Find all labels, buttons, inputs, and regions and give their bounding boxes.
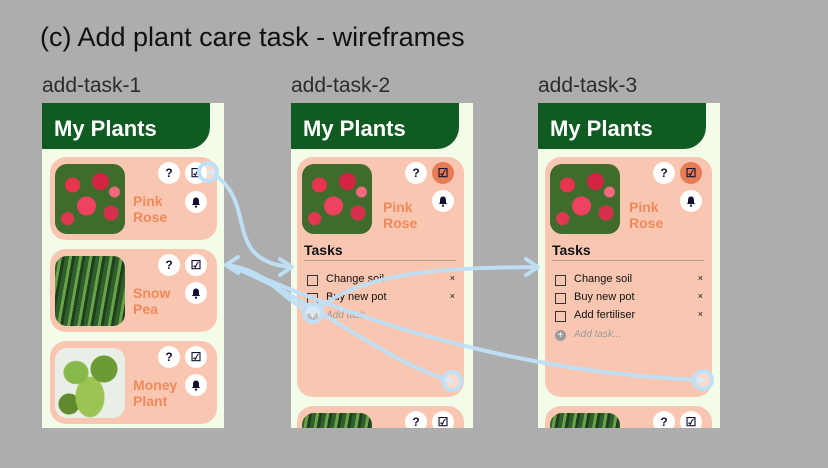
add-task-button-active[interactable]: ☑: [680, 162, 702, 184]
help-button[interactable]: ?: [158, 254, 180, 276]
delete-task-icon[interactable]: ×: [449, 273, 455, 283]
app-title: My Plants: [54, 116, 157, 141]
delete-task-icon[interactable]: ×: [697, 273, 703, 283]
add-task-button[interactable]: ☑: [185, 346, 207, 368]
app-header: My Plants: [538, 103, 706, 149]
tasks-heading: Tasks: [304, 242, 343, 258]
frame-label-add-task-3: add-task-3: [538, 74, 638, 97]
pink-rose-photo: [302, 164, 372, 234]
bell-icon: [438, 196, 448, 207]
bell-icon: [686, 196, 696, 207]
reminder-button[interactable]: [432, 190, 454, 212]
plant-name: Money Plant: [133, 377, 178, 409]
reminder-button[interactable]: [185, 374, 207, 396]
add-task-button[interactable]: ☑: [185, 162, 207, 184]
task-label: Change soil: [574, 273, 633, 285]
add-task-placeholder: Add task...: [326, 310, 374, 321]
plant-card-pink-rose-expanded: Pink Rose ? ☑ Tasks Change soil × Buy new…: [545, 157, 712, 397]
plant-name: Snow Pea: [133, 285, 171, 317]
bell-icon: [191, 288, 201, 299]
task-label: Change soil: [326, 273, 385, 285]
tasks-heading: Tasks: [552, 242, 591, 258]
tasks-divider: [552, 260, 704, 261]
task-label: Buy new pot: [326, 291, 387, 303]
add-task-button[interactable]: ☑: [432, 411, 454, 428]
add-task-button-active[interactable]: ☑: [432, 162, 454, 184]
task-item: Buy new pot ×: [555, 291, 703, 307]
reminder-button[interactable]: [185, 282, 207, 304]
task-checkbox[interactable]: [555, 293, 566, 304]
task-item: Change soil ×: [307, 273, 455, 289]
snow-pea-photo: [550, 413, 620, 428]
tasks-divider: [304, 260, 456, 261]
pink-rose-photo: [550, 164, 620, 234]
snow-pea-photo: [55, 256, 125, 326]
delete-task-icon[interactable]: ×: [697, 291, 703, 301]
plant-card-snow-pea[interactable]: ? ☑: [545, 406, 712, 428]
help-button[interactable]: ?: [158, 346, 180, 368]
task-checkbox[interactable]: [555, 275, 566, 286]
bell-icon: [191, 197, 201, 208]
task-item: Buy new pot ×: [307, 291, 455, 307]
plant-card-money-plant[interactable]: Money Plant ? ☑: [50, 341, 217, 424]
plant-card-snow-pea[interactable]: ? ☑: [297, 406, 464, 428]
add-task-button[interactable]: ☑: [680, 411, 702, 428]
frame-label-add-task-1: add-task-1: [42, 74, 142, 97]
task-label: Buy new pot: [574, 291, 635, 303]
diagram-title: (c) Add plant care task - wireframes: [40, 22, 465, 52]
plant-card-pink-rose-expanded: Pink Rose ? ☑ Tasks Change soil × Buy new…: [297, 157, 464, 397]
plant-name: Pink Rose: [629, 199, 664, 231]
add-task-button[interactable]: ☑: [185, 254, 207, 276]
help-button[interactable]: ?: [405, 411, 427, 428]
money-plant-photo: [55, 348, 125, 418]
frame-add-task-1: My Plants Pink Rose ? ☑ Snow Pea ? ☑ Money…: [42, 103, 224, 428]
arrowhead-into-frame-3: [524, 257, 540, 277]
task-item: Add fertiliser ×: [555, 309, 703, 325]
plus-icon: +: [555, 330, 566, 341]
plant-card-pink-rose[interactable]: Pink Rose ? ☑: [50, 157, 217, 240]
help-button[interactable]: ?: [158, 162, 180, 184]
snow-pea-photo: [302, 413, 372, 428]
delete-task-icon[interactable]: ×: [697, 309, 703, 319]
task-label: Add fertiliser: [574, 309, 636, 321]
app-title: My Plants: [303, 116, 406, 141]
reminder-button[interactable]: [680, 190, 702, 212]
help-button[interactable]: ?: [653, 162, 675, 184]
frame-label-add-task-2: add-task-2: [291, 74, 391, 97]
task-checkbox[interactable]: [307, 293, 318, 304]
app-header: My Plants: [42, 103, 210, 149]
app-header: My Plants: [291, 103, 459, 149]
help-button[interactable]: ?: [405, 162, 427, 184]
delete-task-icon[interactable]: ×: [449, 291, 455, 301]
app-title: My Plants: [550, 116, 653, 141]
task-checkbox[interactable]: [555, 311, 566, 322]
plant-name: Pink Rose: [383, 199, 418, 231]
bell-icon: [191, 380, 201, 391]
plant-name: Pink Rose: [133, 193, 168, 225]
reminder-button[interactable]: [185, 191, 207, 213]
pink-rose-photo: [55, 164, 125, 234]
frame-add-task-3: My Plants Pink Rose ? ☑ Tasks Change soil…: [538, 103, 720, 428]
arrowhead-into-frame-1: [224, 255, 240, 275]
help-button[interactable]: ?: [653, 411, 675, 428]
add-task-placeholder: Add task...: [574, 329, 622, 340]
frame-add-task-2: My Plants Pink Rose ? ☑ Tasks Change soil…: [291, 103, 473, 428]
plus-icon: +: [307, 311, 318, 322]
task-item: Change soil ×: [555, 273, 703, 289]
plant-card-snow-pea[interactable]: Snow Pea ? ☑: [50, 249, 217, 332]
task-checkbox[interactable]: [307, 275, 318, 286]
